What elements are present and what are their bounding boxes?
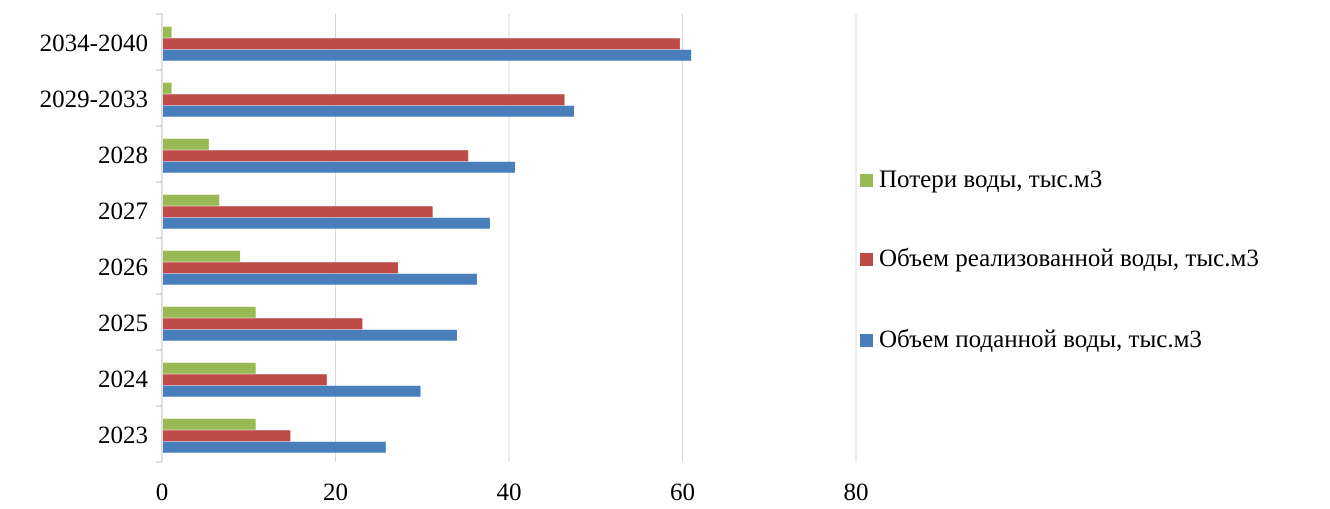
bar-2029-2033-series-2	[163, 82, 172, 94]
y-tick-label-2023: 2023	[98, 422, 148, 449]
legend-label-supplied: Объем поданной воды, тыс.м3	[879, 326, 1202, 353]
x-tick-label-40: 40	[497, 479, 522, 504]
bar-2025-series-2	[163, 306, 256, 318]
y-tick-label-2029-2033: 2029-2033	[40, 86, 148, 113]
bar-2023-series-1	[163, 430, 291, 442]
x-tick-label-80: 80	[844, 479, 869, 504]
y-tick-label-2024: 2024	[98, 366, 149, 393]
bar-2025-series-1	[163, 318, 363, 330]
bar-2026-series-2	[163, 250, 241, 262]
bar-2027-series-1	[163, 206, 433, 218]
bar-2034-2040-series-0	[163, 49, 692, 61]
legend-item-sold: Объем реализованной воды, тыс.м3	[860, 245, 1259, 273]
bar-2023-series-0	[163, 441, 386, 453]
legend-label-sold: Объем реализованной воды, тыс.м3	[879, 245, 1259, 272]
bar-2028-series-1	[163, 150, 469, 162]
y-tick-label-2026: 2026	[98, 254, 148, 281]
bar-2029-2033-series-1	[163, 94, 565, 106]
bar-2034-2040-series-1	[163, 38, 680, 50]
bar-2027-series-0	[163, 217, 490, 229]
legend-label-losses: Потери воды, тыс.м3	[879, 166, 1103, 193]
x-tick-label-0: 0	[156, 479, 169, 504]
legend-swatch-sold	[860, 252, 873, 266]
bar-2023-series-2	[163, 418, 256, 430]
y-tick-label-2034-2040: 2034-2040	[40, 30, 148, 57]
bar-2028-series-2	[163, 138, 209, 150]
legend-swatch-losses	[860, 173, 873, 187]
legend-item-supplied: Объем поданной воды, тыс.м3	[860, 326, 1202, 354]
bar-2034-2040-series-2	[163, 26, 172, 38]
bar-2024-series-2	[163, 362, 256, 374]
bar-2026-series-0	[163, 273, 477, 285]
bar-2024-series-1	[163, 374, 327, 386]
bar-2028-series-0	[163, 161, 516, 173]
bar-2027-series-2	[163, 194, 220, 206]
y-tick-label-2027: 2027	[98, 198, 148, 225]
x-tick-label-20: 20	[323, 479, 348, 504]
legend-swatch-supplied	[860, 333, 873, 347]
bar-2025-series-0	[163, 329, 457, 341]
x-tick-label-60: 60	[670, 479, 695, 504]
legend-item-losses: Потери воды, тыс.м3	[860, 166, 1102, 194]
bar-2026-series-1	[163, 262, 398, 274]
bar-2029-2033-series-0	[163, 105, 575, 117]
y-tick-label-2028: 2028	[98, 142, 148, 169]
bar-2024-series-0	[163, 385, 421, 397]
y-tick-label-2025: 2025	[98, 310, 148, 337]
